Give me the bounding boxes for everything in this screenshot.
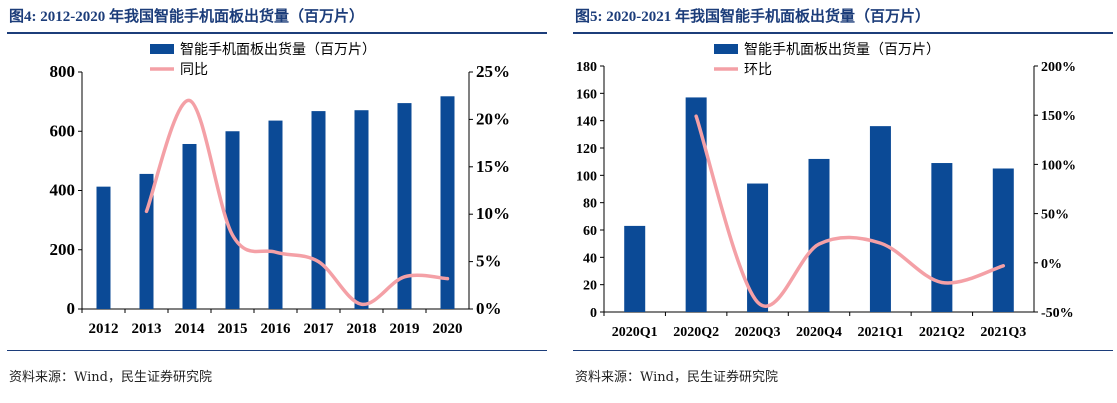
legend-label-line: 同比 — [180, 62, 208, 78]
legend-swatch-bar — [714, 44, 738, 54]
x-tick-label: 2021Q3 — [980, 325, 1026, 340]
x-tick-label: 2013 — [132, 321, 162, 337]
x-tick-label: 2016 — [261, 321, 292, 337]
y2-tick-label: 0% — [476, 299, 502, 318]
bar-2018 — [354, 110, 369, 309]
line-series-同比 — [144, 98, 450, 307]
y-tick-label: 140 — [576, 115, 597, 130]
bar-2021Q3 — [992, 168, 1014, 312]
y2-tick-label: 20% — [476, 109, 510, 128]
x-tick-label: 2021Q1 — [857, 325, 903, 340]
panel-figure-4: 图4: 2012-2020 年我国智能手机面板出货量（百万片） 0 200 400 6… — [7, 0, 547, 403]
x-tick-label: 2014 — [175, 321, 206, 337]
y-tick-label: 800 — [50, 62, 76, 81]
x-tick-label: 2020 — [433, 321, 463, 337]
y-tick-label: 0 — [590, 306, 597, 321]
x-tick-label: 2020Q2 — [673, 325, 719, 340]
title-divider — [573, 32, 1113, 34]
chart-figure-4: 0 200 400 600 800 0% 5% 10% 15% 20% 25% 2012 2013 201… — [50, 41, 511, 337]
panel-figure-5: 图5: 2020-2021 年我国智能手机面板出货量（百万片） 0 20 40 60 8… — [573, 0, 1113, 403]
x-tick-label: 2018 — [347, 321, 377, 337]
bar-2019 — [397, 103, 412, 309]
y-tick-label: 100 — [576, 169, 597, 184]
y2-tick-label: 10% — [476, 204, 510, 223]
x-tick-label: 2012 — [89, 321, 119, 337]
bar-2013 — [139, 173, 154, 309]
chart-figure-5: 0 20 40 60 80 100 120 140 160 180 -50% 0% 50% 100% 150… — [576, 41, 1076, 340]
bar-2021Q2 — [931, 163, 953, 312]
x-tick-label: 2020Q3 — [735, 325, 781, 340]
x-tick-label: 2020Q1 — [612, 325, 658, 340]
bar-2014 — [182, 143, 197, 309]
x-tick-label: 2017 — [304, 321, 335, 337]
bar-2016 — [268, 120, 283, 310]
source-note: 资料来源：Wind，民生证券研究院 — [9, 370, 212, 385]
title-divider — [7, 32, 547, 34]
x-tick-label: 2019 — [390, 321, 420, 337]
y-tick-label: 20 — [583, 279, 597, 294]
y2-tick-label: 150% — [1041, 109, 1076, 124]
source-note: 资料来源：Wind，民生证券研究院 — [575, 370, 778, 385]
bar-2020Q4 — [808, 158, 830, 312]
y-tick-label: 160 — [576, 87, 597, 102]
x-tick-label: 2021Q2 — [919, 325, 965, 340]
source-divider — [573, 350, 1113, 351]
y2-tick-label: 25% — [476, 62, 510, 81]
bar-2020Q1 — [624, 225, 646, 312]
chart-title: 图5: 2020-2021 年我国智能手机面板出货量（百万片） — [575, 9, 930, 25]
x-tick-label: 2020Q4 — [796, 325, 842, 340]
line-series-环比 — [694, 114, 1006, 308]
bar-2017 — [311, 111, 326, 309]
bar-2020 — [440, 96, 455, 309]
y2-tick-label: 50% — [1041, 208, 1069, 223]
bar-2021Q1 — [869, 126, 891, 312]
y2-tick-label: 0% — [1041, 257, 1062, 272]
y-tick-label: 180 — [576, 60, 597, 75]
source-divider — [7, 350, 547, 351]
y2-tick-label: 100% — [1041, 158, 1076, 173]
legend-label-line: 环比 — [744, 62, 772, 78]
y-tick-label: 0 — [67, 299, 76, 318]
legend-label-bar: 智能手机面板出货量（百万片） — [180, 41, 376, 58]
y2-tick-label: -50% — [1041, 306, 1074, 321]
x-tick-label: 2015 — [218, 321, 248, 337]
legend-label-bar: 智能手机面板出货量（百万片） — [744, 41, 940, 58]
y-tick-label: 600 — [50, 121, 76, 140]
y-tick-label: 400 — [50, 181, 76, 200]
legend-swatch-bar — [150, 44, 174, 54]
bar-2015 — [225, 131, 240, 309]
bar-2020Q3 — [747, 183, 769, 312]
y-tick-label: 60 — [583, 224, 597, 239]
y-tick-label: 120 — [576, 142, 597, 157]
bar-2012 — [96, 186, 111, 309]
chart-title: 图4: 2012-2020 年我国智能手机面板出货量（百万片） — [9, 9, 364, 25]
y-tick-label: 80 — [583, 197, 597, 212]
y2-tick-label: 200% — [1041, 60, 1076, 75]
y2-tick-label: 15% — [476, 157, 510, 176]
y2-tick-label: 5% — [476, 252, 502, 271]
y-tick-label: 40 — [583, 251, 597, 266]
y-tick-label: 200 — [50, 240, 76, 259]
bar-2020Q2 — [685, 97, 707, 312]
